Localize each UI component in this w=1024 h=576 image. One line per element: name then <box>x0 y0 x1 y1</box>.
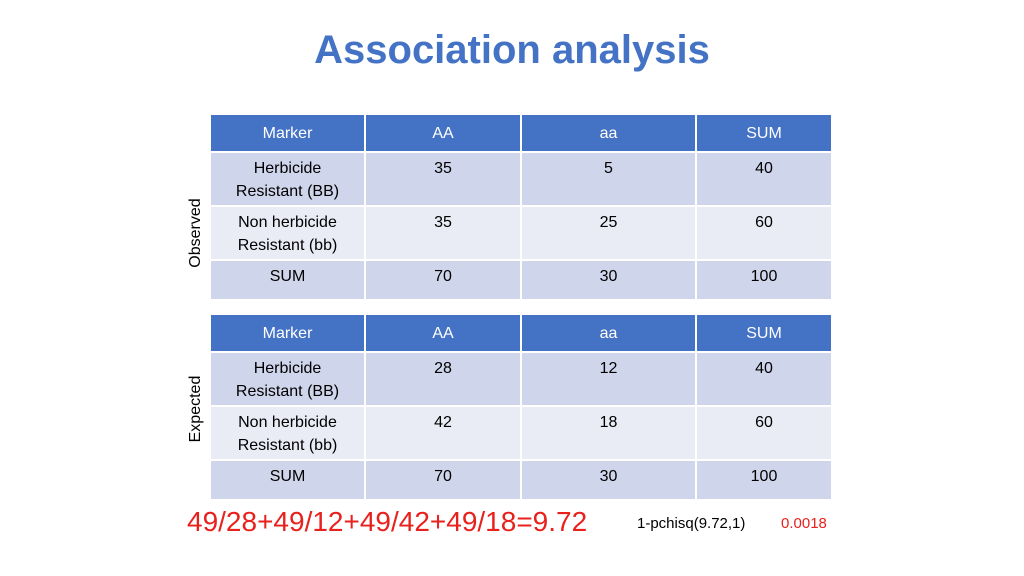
row-label-line1: Non herbicide <box>238 214 337 231</box>
cell-sum: 40 <box>695 351 833 407</box>
row-label: Herbicide Resistant (BB) <box>209 151 366 207</box>
cell-aa: 5 <box>520 151 697 207</box>
table-row: Non herbicide Resistant (bb) 35 25 60 <box>209 205 833 261</box>
cell-aa: 25 <box>520 205 697 261</box>
table-row-sum: SUM 70 30 100 <box>209 459 833 501</box>
expected-header-marker: Marker <box>209 313 366 353</box>
expected-header-AA: AA <box>364 313 522 353</box>
cell-aa: 18 <box>520 405 697 461</box>
cell-aa: 30 <box>520 259 697 301</box>
cell-AA: 70 <box>364 259 522 301</box>
expected-header-row: Marker AA aa SUM <box>209 313 833 353</box>
observed-header-AA: AA <box>364 113 522 153</box>
cell-aa: 30 <box>520 459 697 501</box>
observed-header-sum: SUM <box>695 113 833 153</box>
row-label-line1: Herbicide <box>253 360 322 377</box>
expected-header-aa: aa <box>520 313 697 353</box>
row-label: SUM <box>209 459 366 501</box>
expected-side-label: Expected <box>187 375 204 443</box>
chi-square-formula: 49/28+49/12+49/42+49/18=9.72 <box>187 506 588 537</box>
observed-table: Marker AA aa SUM Herbicide Resistant (BB)… <box>209 113 833 301</box>
cell-sum: 100 <box>695 259 833 301</box>
row-label-line1: Herbicide <box>253 160 322 177</box>
p-value: 0.0018 <box>781 515 827 532</box>
cell-AA: 35 <box>364 205 522 261</box>
pchisq-expression: 1-pchisq(9.72,1) <box>637 515 746 532</box>
row-label-line1: Non herbicide <box>238 414 337 431</box>
cell-sum: 100 <box>695 459 833 501</box>
expected-header-sum: SUM <box>695 313 833 353</box>
cell-AA: 70 <box>364 459 522 501</box>
expected-table: Marker AA aa SUM Herbicide Resistant (BB)… <box>209 313 833 501</box>
row-label-line2: Resistant (BB) <box>235 383 340 400</box>
observed-header-row: Marker AA aa SUM <box>209 113 833 153</box>
table-row: Herbicide Resistant (BB) 28 12 40 <box>209 351 833 407</box>
table-row-sum: SUM 70 30 100 <box>209 259 833 301</box>
cell-AA: 42 <box>364 405 522 461</box>
observed-header-marker: Marker <box>209 113 366 153</box>
observed-header-aa: aa <box>520 113 697 153</box>
row-label: Non herbicide Resistant (bb) <box>209 205 366 261</box>
cell-sum: 60 <box>695 405 833 461</box>
page-title: Association analysis <box>314 28 710 72</box>
cell-AA: 28 <box>364 351 522 407</box>
row-label: Non herbicide Resistant (bb) <box>209 405 366 461</box>
row-label: Herbicide Resistant (BB) <box>209 351 366 407</box>
row-label-line2: Resistant (bb) <box>237 437 338 454</box>
cell-sum: 60 <box>695 205 833 261</box>
cell-aa: 12 <box>520 351 697 407</box>
table-row: Non herbicide Resistant (bb) 42 18 60 <box>209 405 833 461</box>
cell-sum: 40 <box>695 151 833 207</box>
cell-AA: 35 <box>364 151 522 207</box>
row-label-line2: Resistant (BB) <box>235 183 340 200</box>
observed-side-label: Observed <box>187 198 204 268</box>
row-label-line2: Resistant (bb) <box>237 237 338 254</box>
row-label: SUM <box>209 259 366 301</box>
table-row: Herbicide Resistant (BB) 35 5 40 <box>209 151 833 207</box>
